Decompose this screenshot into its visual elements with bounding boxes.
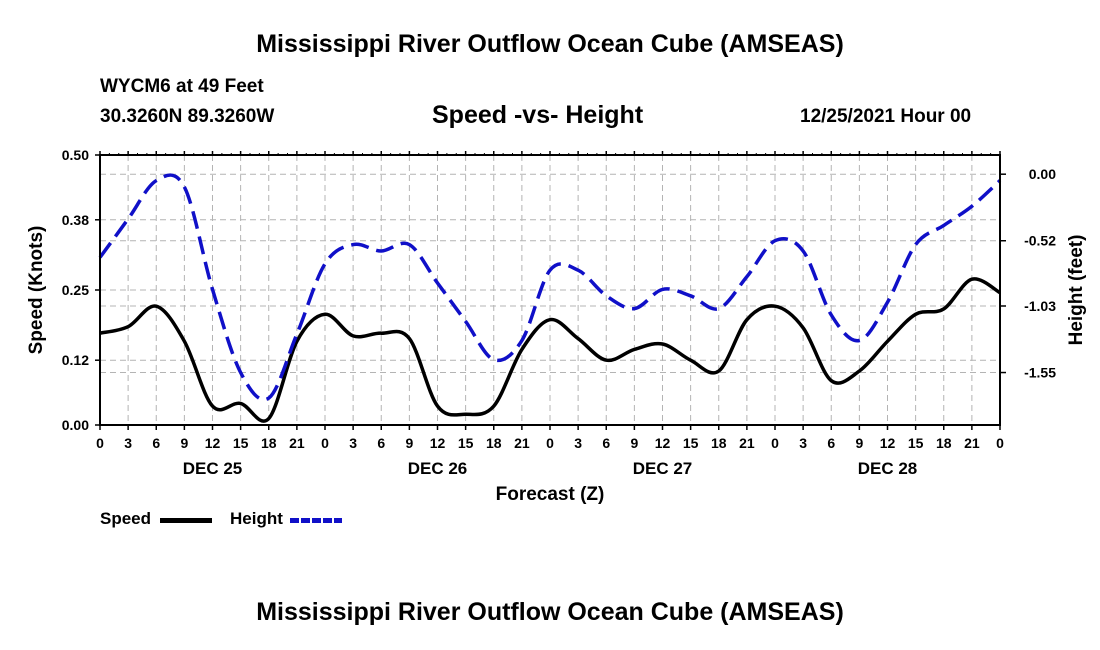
footer-title: Mississippi River Outflow Ocean Cube (AM… (256, 598, 844, 626)
station-label: WYCM6 at 49 Feet (100, 76, 264, 97)
series-line-height (98, 173, 1002, 402)
x-tick-label: 21 (289, 435, 305, 451)
legend-height-label: Height (230, 509, 283, 528)
x-tick-label: 9 (405, 435, 413, 451)
x-tick-label: 15 (233, 435, 249, 451)
x-tick-label: 12 (205, 435, 221, 451)
plot-frame (99, 154, 1001, 426)
y2-tick-label: -1.55 (1024, 365, 1056, 381)
x-tick-label: 12 (655, 435, 671, 451)
x-axis-label: Forecast (Z) (496, 484, 605, 505)
x-tick-label: 21 (739, 435, 755, 451)
x-tick-label: 3 (124, 435, 132, 451)
y2-axis-label: Height (feet) (1066, 235, 1087, 346)
x-tick-label: 6 (827, 435, 835, 451)
y-tick-label: 0.25 (62, 282, 89, 298)
y2-tick-label: -1.03 (1024, 298, 1056, 314)
x-tick-label: 18 (486, 435, 502, 451)
y2-tick-label: 0.00 (1029, 166, 1056, 182)
x-tick-label: 21 (964, 435, 980, 451)
x-tick-label: 21 (514, 435, 530, 451)
x-tick-label: 0 (321, 435, 329, 451)
x-tick-label: 0 (546, 435, 554, 451)
x-tick-label: 6 (152, 435, 160, 451)
forecast-datetime: 12/25/2021 Hour 00 (800, 106, 972, 127)
x-tick-label: 12 (880, 435, 896, 451)
y2-tick-label: -0.52 (1024, 233, 1056, 249)
day-label: DEC 28 (858, 459, 918, 478)
day-label: DEC 26 (408, 459, 468, 478)
x-tick-label: 9 (180, 435, 188, 451)
x-tick-label: 15 (908, 435, 924, 451)
x-tick-label: 18 (261, 435, 277, 451)
x-tick-label: 3 (349, 435, 357, 451)
chart-subtitle: Speed -vs- Height (432, 101, 644, 129)
label-layer: 0 3 6 9 12 15 18 21 0 3 6 9 12 15 18 21 0 3 6 9 12 15 18 21 0 3 6 9… (62, 147, 1056, 478)
series-line-speed (99, 277, 1001, 423)
y-tick-label: 0.38 (62, 212, 89, 228)
y-tick-label: 0.50 (62, 147, 89, 163)
x-tick-label: 6 (377, 435, 385, 451)
x-tick-label: 15 (458, 435, 474, 451)
day-label: DEC 27 (633, 459, 693, 478)
day-label: DEC 25 (183, 459, 243, 478)
coordinates-label: 30.3260N 89.3260W (100, 106, 275, 127)
legend-speed-swatch (160, 518, 212, 523)
legend-height-swatch (290, 518, 342, 523)
x-tick-label: 3 (574, 435, 582, 451)
x-tick-label: 3 (799, 435, 807, 451)
x-tick-label: 18 (711, 435, 727, 451)
x-tick-label: 6 (602, 435, 610, 451)
y-tick-label: 0.12 (62, 352, 89, 368)
grid-layer (100, 155, 1000, 425)
x-tick-label: 18 (936, 435, 952, 451)
x-tick-label: 9 (855, 435, 863, 451)
x-tick-label: 9 (630, 435, 638, 451)
x-tick-label: 0 (996, 435, 1004, 451)
page-title: Mississippi River Outflow Ocean Cube (AM… (256, 30, 844, 58)
x-tick-label: 0 (96, 435, 104, 451)
x-tick-label: 0 (771, 435, 779, 451)
legend-speed-label: Speed (100, 509, 152, 528)
x-tick-label: 12 (430, 435, 446, 451)
y-tick-label: 0.00 (62, 417, 89, 433)
x-tick-label: 15 (683, 435, 699, 451)
y-axis-label: Speed (Knots) (26, 226, 47, 355)
series-layer (98, 173, 1002, 423)
